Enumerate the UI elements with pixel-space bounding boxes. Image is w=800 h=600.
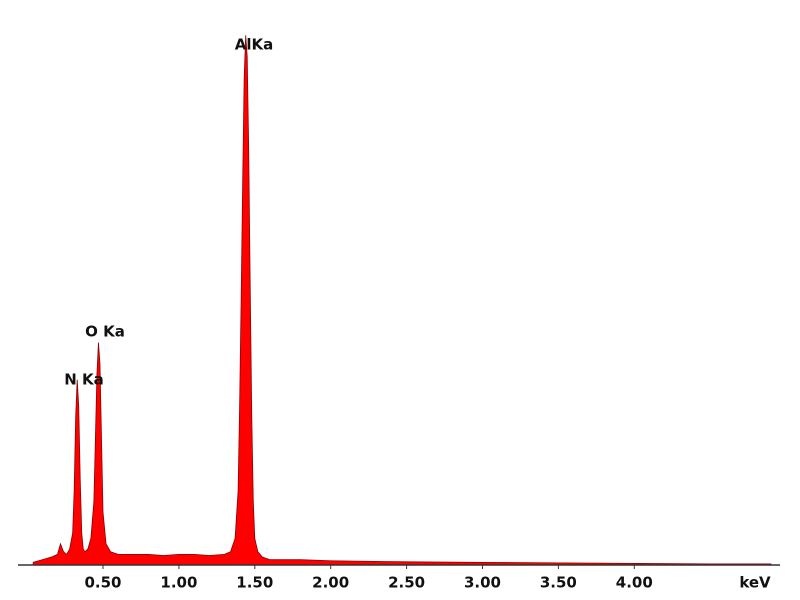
peak-label: O Ka [85, 323, 125, 341]
x-tick-label: 0.50 [84, 574, 121, 592]
peak-label: N Ka [64, 371, 104, 389]
x-axis-label: keV [739, 574, 771, 592]
x-tick-label: 1.50 [236, 574, 273, 592]
x-tick-label: 2.50 [388, 574, 425, 592]
plot-area [32, 35, 772, 566]
x-tick-label: 4.00 [616, 574, 653, 592]
spectrum [32, 35, 772, 566]
x-tick-label: 2.00 [312, 574, 349, 592]
x-tick-label: 3.50 [540, 574, 577, 592]
x-tick-label: 3.00 [464, 574, 501, 592]
peak-label: AlKa [235, 36, 274, 54]
x-tick-label: 1.00 [160, 574, 197, 592]
